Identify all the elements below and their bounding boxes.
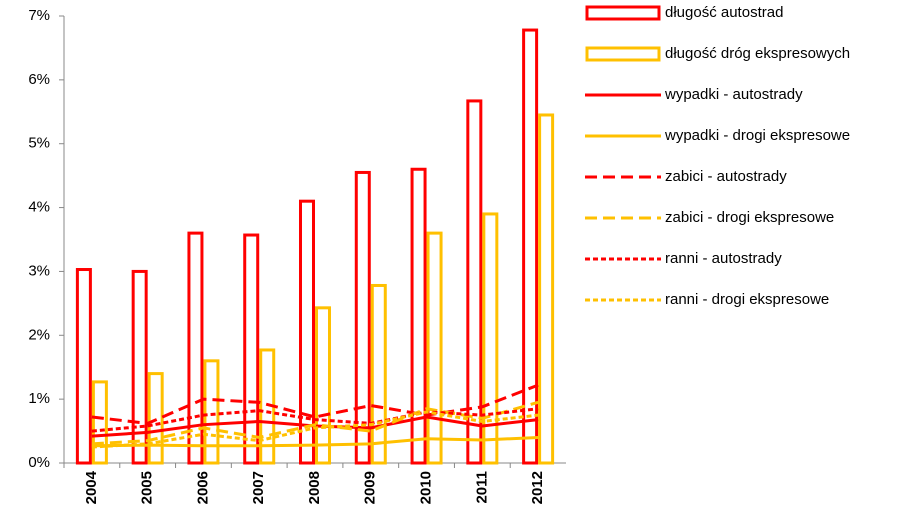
bar [538, 113, 555, 465]
line [91, 383, 539, 425]
y-tick-label: 0% [28, 454, 50, 471]
bar [482, 212, 499, 465]
legend-label: ranni - drogi ekspresowe [665, 291, 829, 308]
bar [410, 167, 427, 465]
legend-swatch [585, 5, 661, 21]
y-tick-label: 4% [28, 199, 50, 216]
bar [243, 233, 260, 465]
legend-swatch [585, 46, 661, 62]
legend-label: wypadki - autostrady [664, 86, 803, 103]
legend-label: zabici - drogi ekspresowe [665, 209, 834, 226]
legend-label: zabici - autostrady [665, 168, 787, 185]
bar [315, 306, 331, 465]
y-tick-label: 5% [28, 135, 50, 152]
bar [91, 380, 108, 465]
bar [466, 99, 483, 465]
y-tick-label: 2% [28, 326, 50, 343]
x-tick-label: 2007 [250, 471, 267, 504]
bar [354, 170, 371, 465]
line [91, 435, 539, 448]
legend-label: wypadki - drogi ekspresowe [664, 127, 850, 144]
x-tick-label: 2009 [362, 471, 379, 504]
x-tick-label: 2008 [306, 471, 323, 504]
bar [299, 199, 315, 465]
legend-label: długość dróg ekspresowych [665, 45, 850, 62]
bar [522, 28, 539, 465]
bar [203, 359, 220, 465]
y-tick-label: 7% [28, 7, 50, 24]
legend-label: długość autostrad [665, 4, 783, 21]
bar [75, 268, 92, 465]
legend-label: ranni - autostrady [665, 250, 782, 267]
x-tick-label: 2010 [418, 471, 435, 504]
y-tick-label: 3% [28, 262, 50, 279]
line [91, 410, 539, 449]
bar [187, 231, 204, 465]
bar [426, 231, 443, 465]
y-tick-label: 1% [28, 390, 50, 407]
line [91, 407, 539, 433]
line [91, 400, 539, 446]
bar [131, 269, 148, 465]
x-tick-label: 2011 [473, 471, 490, 504]
x-tick-label: 2012 [529, 471, 546, 504]
y-tick-label: 6% [28, 71, 50, 88]
x-tick-label: 2005 [139, 471, 156, 504]
bar [370, 283, 387, 465]
x-tick-label: 2006 [194, 471, 211, 504]
x-tick-label: 2004 [83, 470, 100, 504]
